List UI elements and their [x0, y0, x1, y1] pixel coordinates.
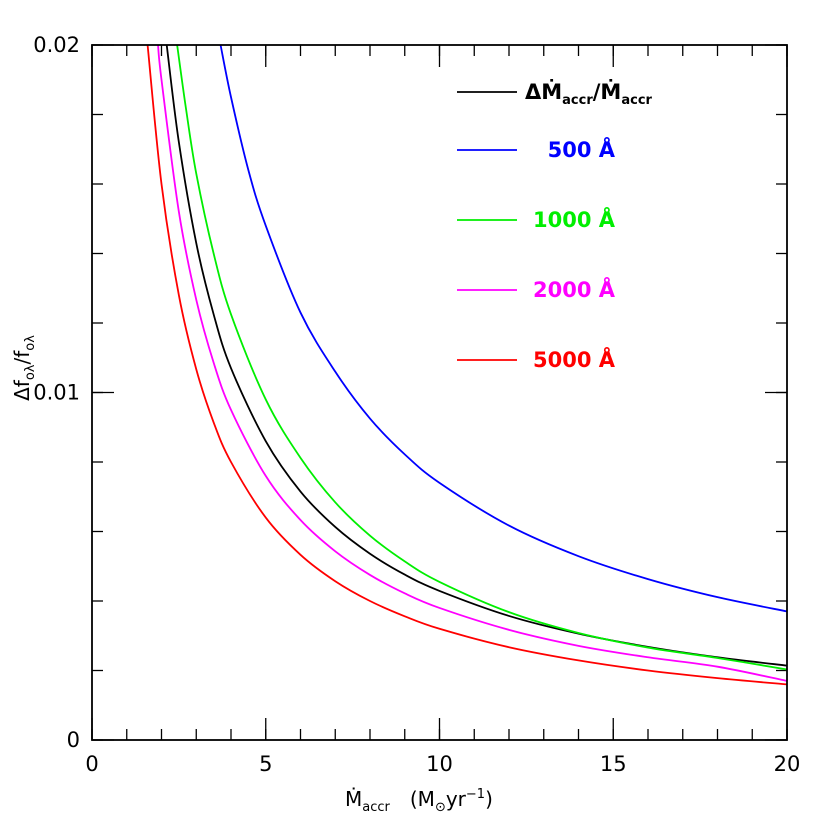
y-tick-labels: 0 0.01 0.02 — [33, 33, 80, 752]
legend: ΔṀaccr/Ṁaccr 500 Å 1000 Å 2000 Å 5000 Å — [457, 79, 653, 372]
minor-ticks — [91, 44, 788, 741]
x-tick-labels: 0 5 10 15 20 — [85, 752, 800, 776]
x-tick-label: 10 — [426, 752, 453, 776]
legend-item-2000A-label: 2000 Å — [533, 277, 616, 302]
plot-frame — [91, 44, 788, 741]
y-tick-label: 0 — [67, 728, 80, 752]
legend-item-mdot-ratio-label: ΔṀaccr/Ṁaccr — [525, 79, 653, 108]
legend-item-500A-label: 500 Å — [548, 137, 616, 162]
legend-item-5000A-label: 5000 Å — [533, 347, 616, 372]
major-ticks — [91, 44, 788, 741]
x-tick-label: 0 — [85, 752, 98, 776]
x-axis-label: Ṁaccr (M⊙yr−1) — [345, 787, 493, 815]
y-tick-label: 0.01 — [33, 381, 80, 405]
curve-5000A — [146, 44, 788, 686]
y-tick-label: 0.02 — [33, 33, 80, 57]
x-tick-label: 20 — [774, 752, 801, 776]
y-axis-label: Δfoλ/foλ — [10, 335, 38, 401]
curve-mdot-ratio — [165, 44, 788, 667]
x-tick-label: 5 — [259, 752, 272, 776]
chart-curves — [146, 44, 788, 686]
legend-item-1000A-label: 1000 Å — [533, 207, 616, 232]
x-tick-label: 15 — [600, 752, 627, 776]
curve-500A — [219, 44, 788, 613]
curve-2000A — [157, 44, 788, 682]
curve-1000A — [176, 44, 788, 671]
